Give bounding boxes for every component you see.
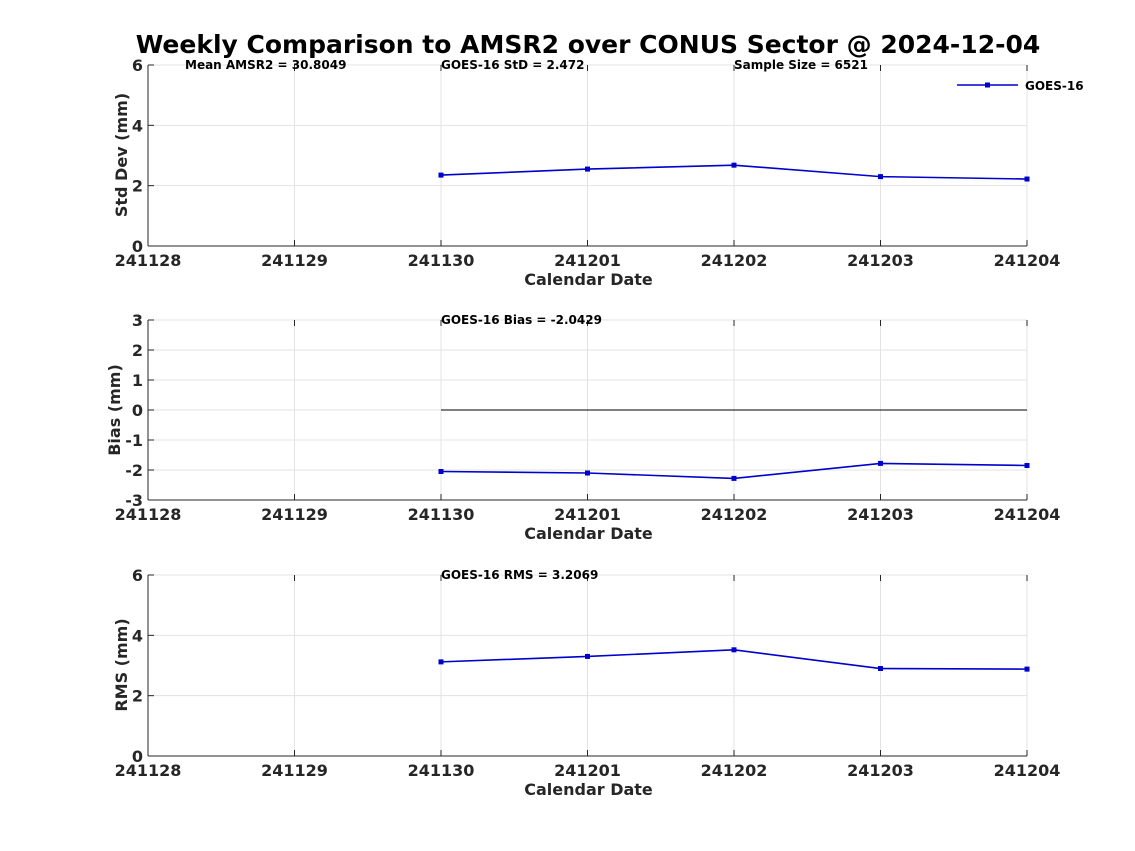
- panel1-x-tick-label: 241202: [701, 251, 768, 270]
- panel1-data-point: [878, 174, 883, 180]
- panel3-data-point: [1024, 666, 1030, 672]
- panel3-y-tick-label: 6: [132, 566, 143, 585]
- panel3-y-tick-label: 4: [132, 626, 143, 645]
- panel3-x-tick-label: 241129: [261, 761, 328, 780]
- panel3-x-tick-label: 241204: [994, 761, 1061, 780]
- panel1-y-tick-label: 6: [132, 56, 143, 75]
- panel3-y-tick-label: 2: [132, 687, 143, 706]
- panel2-y-tick-label: 2: [132, 341, 143, 360]
- panel2-data-point: [731, 475, 737, 481]
- panel1-x-tick-label: 241129: [261, 251, 328, 270]
- panel3-x-tick-label: 241201: [554, 761, 621, 780]
- panel1-data-point: [438, 172, 444, 178]
- panel1-annotation: Sample Size = 6521: [734, 58, 868, 72]
- panel2-y-tick-label: -3: [125, 491, 143, 510]
- panel1-annotation: GOES-16 StD = 2.472: [441, 58, 584, 72]
- panel1-annotation: Mean AMSR2 = 30.8049: [185, 58, 346, 72]
- panel2-data-point: [1024, 463, 1030, 468]
- panel2-x-tick-label: 241130: [408, 505, 475, 524]
- panel2-x-tick-label: 241129: [261, 505, 328, 524]
- panel3-data-point: [585, 653, 590, 659]
- legend-label: GOES-16: [1025, 79, 1084, 93]
- panel3-y-tick-label: 0: [132, 747, 143, 766]
- panel1-x-tick-label: 241201: [554, 251, 621, 270]
- panel1-x-axis-label: Calendar Date: [524, 270, 653, 289]
- panel3-x-tick-label: 241203: [847, 761, 914, 780]
- panel3-data-point: [731, 647, 737, 653]
- panel2-x-tick-label: 241203: [847, 505, 914, 524]
- panel2-x-tick-label: 241204: [994, 505, 1061, 524]
- panel1-y-tick-label: 0: [132, 237, 143, 256]
- panel1-x-tick-label: 241128: [115, 251, 182, 270]
- panel2-x-tick-label: 241201: [554, 505, 621, 524]
- panel2-y-tick-label: -1: [125, 431, 143, 450]
- panel3-data-point: [878, 666, 883, 672]
- panel3-y-axis-label: RMS (mm): [112, 618, 131, 711]
- panel2-x-axis-label: Calendar Date: [524, 524, 653, 543]
- legend-marker: [985, 82, 990, 88]
- panel2-data-point: [438, 469, 444, 474]
- panel3-annotation: GOES-16 RMS = 3.2069: [441, 568, 598, 582]
- panel2-x-tick-label: 241128: [115, 505, 182, 524]
- panel1-y-tick-label: 4: [132, 116, 143, 135]
- panel2-y-axis-label: Bias (mm): [105, 364, 124, 456]
- panel1-data-point: [731, 162, 737, 168]
- panel2-data-point: [585, 470, 590, 476]
- panel1-data-point: [1024, 176, 1030, 182]
- panel2-x-tick-label: 241202: [701, 505, 768, 524]
- panel1-y-tick-label: 2: [132, 177, 143, 196]
- panel2-y-tick-label: 1: [132, 371, 143, 390]
- panel2-y-tick-label: -2: [125, 461, 143, 480]
- panel2-annotation: GOES-16 Bias = -2.0429: [441, 313, 602, 327]
- panel1-x-tick-label: 241130: [408, 251, 475, 270]
- panel3-x-tick-label: 241130: [408, 761, 475, 780]
- panel3-x-tick-label: 241202: [701, 761, 768, 780]
- panel3-x-axis-label: Calendar Date: [524, 780, 653, 799]
- panel1-data-point: [585, 166, 590, 172]
- panel1-x-tick-label: 241204: [994, 251, 1061, 270]
- panel1-x-tick-label: 241203: [847, 251, 914, 270]
- panel3-data-point: [438, 659, 444, 665]
- panel2-y-tick-label: 3: [132, 311, 143, 330]
- chart-title: Weekly Comparison to AMSR2 over CONUS Se…: [135, 30, 1041, 59]
- panel2-data-point: [878, 460, 883, 466]
- panel1-y-axis-label: Std Dev (mm): [112, 93, 131, 217]
- panel2-y-tick-label: 0: [132, 401, 143, 420]
- panel3-x-tick-label: 241128: [115, 761, 182, 780]
